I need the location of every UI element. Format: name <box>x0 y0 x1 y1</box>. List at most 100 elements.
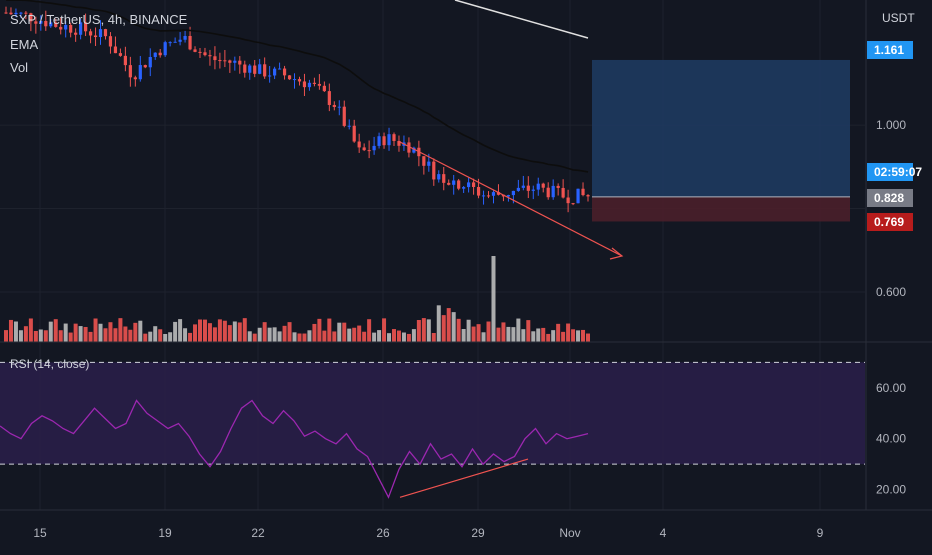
volume-bar <box>138 320 143 342</box>
price-tag-box <box>867 189 913 207</box>
candle-body <box>412 147 416 153</box>
candle-body <box>476 186 481 196</box>
volume-bar <box>342 322 347 342</box>
candle-body <box>34 21 38 24</box>
candle-body <box>273 68 277 76</box>
volume-bar <box>133 322 138 342</box>
volume-bar <box>541 327 546 342</box>
volume-bar <box>282 325 287 342</box>
candle-body <box>581 188 585 196</box>
candle-body <box>54 22 58 27</box>
volume-bar <box>516 318 521 342</box>
candle-body <box>118 53 123 56</box>
candle-body <box>138 65 142 80</box>
time-axis-label: 19 <box>158 526 172 540</box>
volume-bar <box>232 321 237 342</box>
candle-body <box>158 52 162 56</box>
ema-legend[interactable]: EMA <box>10 37 39 52</box>
candle-body <box>59 26 63 30</box>
price-tag-label: 0.828 <box>874 191 904 205</box>
candle-body <box>317 83 321 86</box>
volume-bar <box>123 326 128 342</box>
volume-bar <box>401 332 406 342</box>
volume-bar <box>382 318 387 342</box>
candle-body <box>218 60 222 62</box>
candle-body <box>357 141 361 148</box>
vol-legend[interactable]: Vol <box>10 60 29 75</box>
volume-bar <box>38 329 43 342</box>
time-axis-label: 29 <box>471 526 485 540</box>
candle-body <box>69 25 73 33</box>
candle-body <box>103 29 108 37</box>
candle-body <box>183 35 187 40</box>
candle-body <box>387 134 391 146</box>
volume-bar <box>43 330 48 342</box>
volume-bar <box>257 327 262 342</box>
rsi-trendline <box>399 458 529 498</box>
volume-bar <box>83 326 88 342</box>
price-tag-box <box>867 213 913 231</box>
volume-bar <box>193 324 198 342</box>
volume-bar <box>526 320 531 342</box>
volume-bar <box>237 322 242 342</box>
symbol-legend[interactable]: SXP / TetherUS, 4h, BINANCE <box>10 12 188 27</box>
candle-body <box>24 12 28 14</box>
position-target-zone <box>592 59 850 197</box>
candle-body <box>123 55 127 66</box>
candle-body <box>49 22 53 27</box>
time-axis-label: 15 <box>33 526 47 540</box>
volume-bar <box>8 319 13 342</box>
volume-bar <box>292 332 297 342</box>
candle-body <box>382 136 386 146</box>
rsi-axis-label: 60.00 <box>876 381 906 395</box>
volume-bar <box>446 308 451 342</box>
candle-body <box>93 35 98 38</box>
volume-bar <box>23 326 28 342</box>
volume-bar <box>456 318 461 342</box>
volume-bar <box>93 318 98 342</box>
candle-body <box>79 22 83 35</box>
volume-bar <box>188 332 193 342</box>
price-axis-label: 1.000 <box>876 118 906 132</box>
candle-body <box>491 192 496 196</box>
volume-bar <box>277 331 282 342</box>
candle-body <box>442 174 446 183</box>
volume-bar <box>63 323 68 342</box>
candle-body <box>243 64 247 73</box>
candle-body <box>133 77 137 80</box>
volume-bar <box>88 331 93 342</box>
candle-body <box>506 195 511 197</box>
volume-bar <box>461 329 466 342</box>
volume-bar <box>441 315 446 342</box>
volume-bar <box>322 330 327 342</box>
volume-bar <box>287 322 292 342</box>
volume-bar <box>337 322 342 342</box>
candle-body <box>511 190 515 196</box>
currency-label: USDT <box>882 11 915 25</box>
candle-body <box>39 20 43 24</box>
candle-body <box>462 187 466 189</box>
volume-bar <box>372 332 377 342</box>
volume-bar <box>272 327 277 342</box>
volume-bar <box>377 330 382 342</box>
volume-bar <box>421 318 426 342</box>
volume-bar <box>481 332 486 342</box>
candle-body <box>556 185 560 188</box>
rsi-line <box>0 399 589 499</box>
price-tag-label: 1.161 <box>874 43 904 57</box>
volume-bar <box>571 329 576 342</box>
volume-bar <box>327 318 332 342</box>
candle-body <box>153 52 157 57</box>
rsi-legend[interactable]: RSI (14, close) <box>10 357 90 371</box>
candle-body <box>173 41 177 43</box>
candle-body <box>551 185 555 198</box>
volume-bar <box>486 321 491 342</box>
candle-body <box>302 81 307 88</box>
candle-body <box>223 60 227 62</box>
volume-bar <box>521 329 526 342</box>
candle-body <box>14 12 18 15</box>
candle-body <box>44 20 48 27</box>
candle-body <box>297 79 302 82</box>
